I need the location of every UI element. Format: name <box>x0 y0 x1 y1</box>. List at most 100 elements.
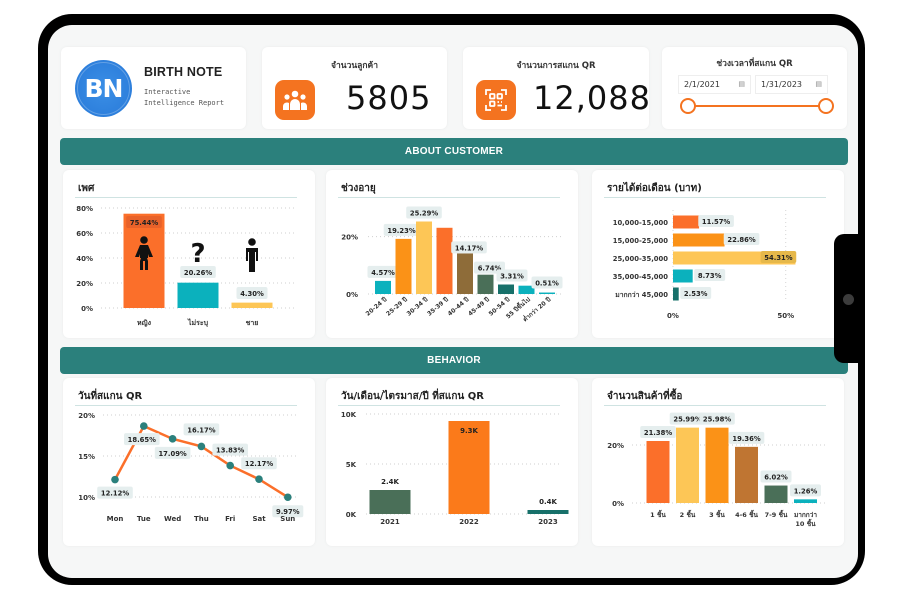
y-tick-label: 0% <box>612 500 624 508</box>
x-tick-label: 25-29 ปี <box>384 295 409 317</box>
gender-chart-title: เพศ <box>78 183 95 194</box>
people-group-icon <box>275 80 315 120</box>
bar-value-label: 3.31% <box>500 273 524 281</box>
items-chart-title: จำนวนสินค้าที่ซื้อ <box>607 391 683 402</box>
x-tick-label: Fri <box>225 515 235 523</box>
data-point-label: 17.09% <box>158 450 186 458</box>
bar-value-label-bg <box>790 484 821 497</box>
bar-40-44 ปี <box>457 253 473 294</box>
weekday-chart-panel: วันที่สแกน QR 10% 15% 20% 12.12% 18.65% 17.09… <box>63 378 315 546</box>
y-tick-label: 0K <box>346 511 357 519</box>
bar-value-label: 75.44% <box>130 219 158 227</box>
data-point-label-bg <box>154 446 191 459</box>
y-tick-label: 20% <box>76 280 93 288</box>
bar-value-label: 4.30% <box>240 290 264 298</box>
title-divider <box>338 405 560 406</box>
y-tick-label: 60% <box>76 230 93 238</box>
y-tick-label: 0% <box>346 291 358 299</box>
bar-value-label-bg <box>640 425 676 438</box>
bar-value-label-bg <box>531 276 563 289</box>
date-range-slider-track[interactable] <box>688 105 826 107</box>
x-tick-label: 2021 <box>380 518 400 526</box>
title-divider <box>75 197 297 198</box>
y-tick-label: มากกว่า 45,000 <box>615 291 668 299</box>
items-chart: 0% 20% 21.38% 1 ชิ้น 25.99% 2 ชิ้น 25.98% 3 ชิ้… <box>607 412 828 528</box>
data-point-label-bg <box>241 457 277 470</box>
bar-45-49 ปี <box>477 274 494 294</box>
x-tick-label: 1 ชิ้น <box>650 509 666 519</box>
age-chart-title: ช่วงอายุ <box>341 183 376 194</box>
brand-title: BIRTH NOTE <box>144 65 223 79</box>
y-tick-label: 15,000-25,000 <box>613 237 669 245</box>
data-point-Sun <box>284 493 292 502</box>
date-range-end-handle[interactable] <box>818 98 834 114</box>
y-tick-label: 10,000-15,000 <box>613 219 669 227</box>
bar-35,000-45,000 <box>673 269 693 283</box>
male-icon <box>246 248 258 272</box>
data-point-label: 12.12% <box>101 490 129 498</box>
bar-value-label: 6.02% <box>764 474 788 482</box>
end-date-input[interactable]: 1/31/2023 ▤ <box>755 75 828 94</box>
brand-card: BN BIRTH NOTE Interactive Intelligence R… <box>61 47 246 129</box>
title-divider <box>604 197 826 198</box>
date-range-card: ช่วงเวลาที่สแกน QR 2/1/2021 ▤ 1/31/2023 … <box>662 47 847 129</box>
y-tick-label: 5K <box>346 461 357 469</box>
bar-value-label-bg <box>680 287 712 299</box>
title-divider <box>604 405 826 406</box>
date-range-start-handle[interactable] <box>680 98 696 114</box>
bar-value-label-bg <box>760 470 792 483</box>
calendar-icon[interactable]: ▤ <box>738 80 745 88</box>
data-point-label-bg <box>124 433 160 446</box>
data-point-label-bg <box>212 443 248 456</box>
bar-7-9 ชิ้น <box>764 485 788 503</box>
male-icon <box>248 238 256 246</box>
age-chart-panel: ช่วงอายุ 0% 20% 20-24 ปี 4.57% 25-29 ปี 19.23… <box>326 170 578 338</box>
dashboard-screen: BN BIRTH NOTE Interactive Intelligence R… <box>48 25 858 578</box>
bar-มากกว่า 10 ชิ้น <box>794 499 817 503</box>
x-tick-label: Thu <box>194 515 209 523</box>
bar-10,000-15,000 <box>673 215 700 229</box>
y-tick-label: 10K <box>341 411 357 419</box>
bar-value-label: 54.31% <box>764 254 792 262</box>
bar-value-label: 2.53% <box>684 290 708 298</box>
x-tick-label: 30-34 ปี <box>405 295 430 317</box>
bar-3 ชิ้น <box>705 427 729 503</box>
bar-2 ชิ้น <box>676 427 699 503</box>
bar-value-label-bg <box>126 216 162 228</box>
x-tick-label: ชาย <box>246 319 259 327</box>
x-tick-label: หญิง <box>137 319 152 327</box>
bar-value-label-bg <box>451 241 487 254</box>
year-chart-panel: วัน/เดือน/ไตรมาส/ปี ที่สแกน QR 0K 5K 10K 20… <box>326 378 578 546</box>
title-divider <box>75 405 297 406</box>
income-chart-title: รายได้ต่อเดือน (บาท) <box>607 183 702 194</box>
bar-value-label-bg <box>669 412 706 425</box>
start-date-input[interactable]: 2/1/2021 ▤ <box>678 75 751 94</box>
brand-subtitle: Interactive Intelligence Report <box>144 88 225 107</box>
bar-value-label: 22.86% <box>727 236 755 244</box>
section-header-about-customer: ABOUT CUSTOMER <box>60 138 848 165</box>
y-tick-label: 15% <box>78 453 95 461</box>
x-tick-label: 50% <box>777 312 794 320</box>
data-point-label: 18.65% <box>128 436 156 444</box>
data-point-label: 13.83% <box>216 447 244 455</box>
bar-value-label: 20.26% <box>184 269 212 277</box>
data-point-Tue <box>140 422 148 430</box>
data-point-label-bg <box>272 505 304 518</box>
data-point-Thu <box>197 442 206 451</box>
weekday-chart: 10% 15% 20% 12.12% 18.65%17.09% 16.17% 13.83%1… <box>78 412 304 523</box>
bar-30-34 ปี <box>416 221 432 294</box>
y-tick-label: 35,000-45,000 <box>613 273 669 281</box>
kpi-scans-value: 12,088 <box>533 79 651 117</box>
bar-value-label: 19.23% <box>387 227 415 235</box>
bar-value-label: 25.29% <box>410 210 438 218</box>
bar-ชาย <box>231 302 273 308</box>
x-tick-label: 2 ชิ้น <box>680 509 696 519</box>
x-tick-label: Mon <box>107 515 124 523</box>
bar-value-label: 2.4K <box>381 478 399 486</box>
kpi-customers-card: จำนวนลูกค้า 5805 <box>262 47 447 129</box>
bar-value-label-bg <box>180 266 216 278</box>
y-tick-label: 20% <box>341 234 358 242</box>
calendar-icon[interactable]: ▤ <box>815 80 822 88</box>
section-header-behavior: BEHAVIOR <box>60 347 848 374</box>
bar-value-label: 8.73% <box>698 272 722 280</box>
